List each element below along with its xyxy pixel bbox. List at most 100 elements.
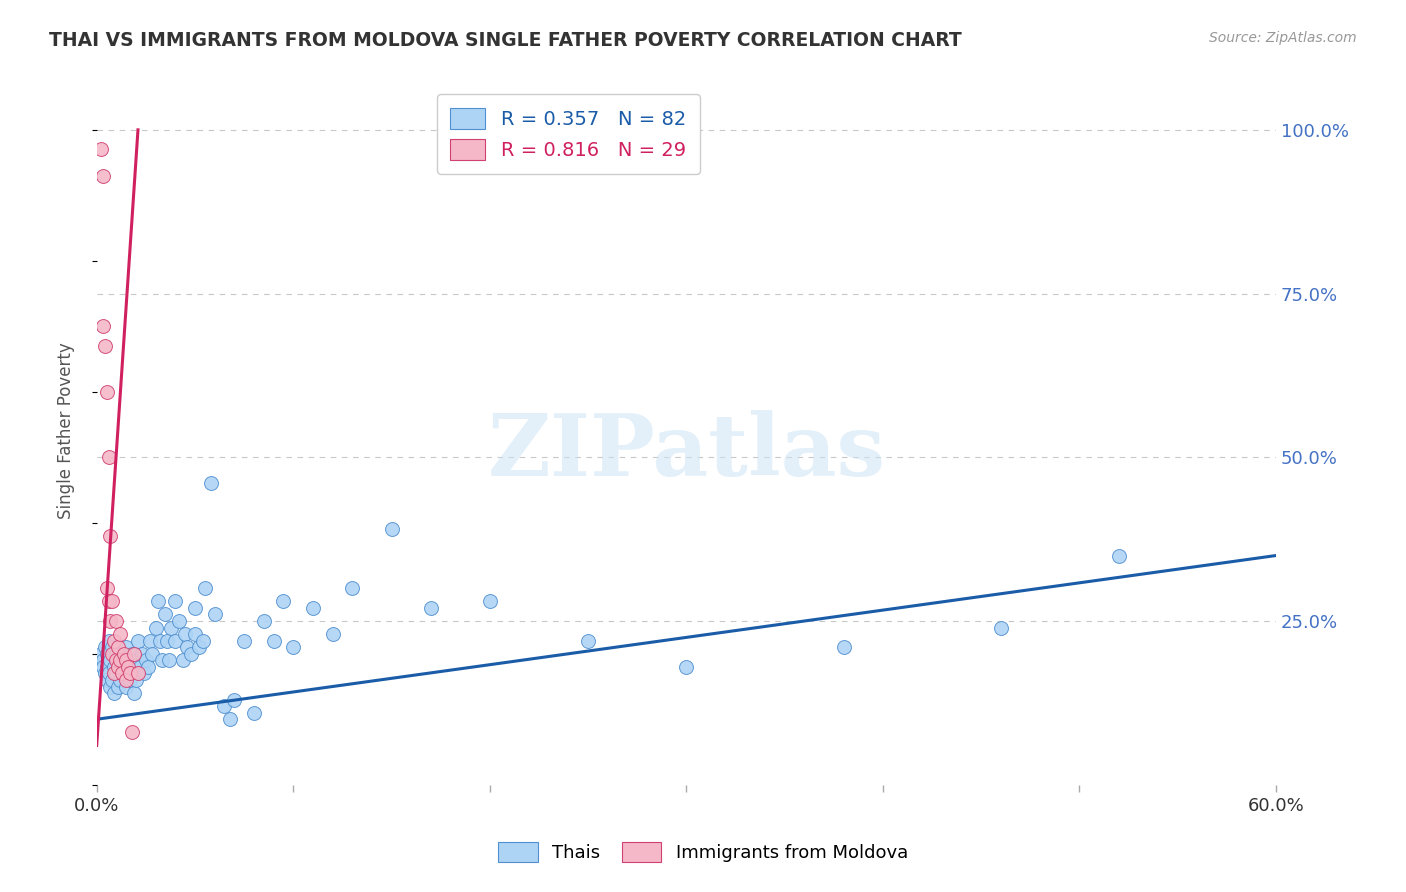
- Point: [120, 666, 142, 681]
- Point: [131, 647, 153, 661]
- Point: [121, 647, 143, 661]
- Point: [111, 666, 134, 681]
- Point: [122, 647, 145, 661]
- Point: [125, 653, 148, 667]
- Point: [110, 653, 132, 667]
- Point: [96, 582, 118, 596]
- Point: [105, 647, 128, 661]
- Point: [184, 601, 207, 615]
- Point: [156, 633, 179, 648]
- Point: [125, 673, 148, 687]
- Point: [91, 319, 114, 334]
- Point: [149, 633, 172, 648]
- Point: [219, 712, 242, 726]
- Point: [127, 666, 149, 681]
- Point: [160, 621, 183, 635]
- Point: [302, 601, 325, 615]
- Y-axis label: Single Father Poverty: Single Father Poverty: [58, 343, 75, 519]
- Point: [105, 666, 128, 681]
- Point: [990, 621, 1012, 635]
- Legend: Thais, Immigrants from Moldova: Thais, Immigrants from Moldova: [491, 835, 915, 870]
- Point: [172, 653, 194, 667]
- Point: [167, 614, 190, 628]
- Point: [263, 633, 285, 648]
- Point: [117, 660, 139, 674]
- Point: [93, 640, 115, 655]
- Point: [100, 653, 122, 667]
- Point: [105, 614, 128, 628]
- Point: [576, 633, 599, 648]
- Point: [96, 647, 118, 661]
- Point: [214, 699, 236, 714]
- Point: [111, 666, 134, 681]
- Point: [91, 660, 114, 674]
- Point: [103, 686, 125, 700]
- Point: [204, 607, 226, 622]
- Point: [194, 582, 217, 596]
- Point: [127, 633, 149, 648]
- Point: [253, 614, 276, 628]
- Point: [96, 384, 118, 399]
- Point: [146, 594, 169, 608]
- Text: Source: ZipAtlas.com: Source: ZipAtlas.com: [1209, 31, 1357, 45]
- Point: [233, 633, 256, 648]
- Point: [419, 601, 441, 615]
- Point: [176, 640, 198, 655]
- Point: [115, 673, 138, 687]
- Point: [101, 673, 124, 687]
- Point: [91, 653, 114, 667]
- Point: [90, 143, 112, 157]
- Point: [97, 450, 120, 465]
- Point: [110, 673, 132, 687]
- Point: [100, 614, 122, 628]
- Point: [159, 653, 181, 667]
- Point: [150, 653, 173, 667]
- Point: [200, 476, 222, 491]
- Point: [115, 653, 138, 667]
- Point: [342, 582, 364, 596]
- Point: [112, 647, 135, 661]
- Point: [107, 660, 129, 674]
- Point: [93, 666, 115, 681]
- Point: [165, 594, 187, 608]
- Point: [322, 627, 344, 641]
- Point: [141, 647, 163, 661]
- Point: [283, 640, 305, 655]
- Point: [832, 640, 855, 655]
- Point: [191, 633, 214, 648]
- Point: [380, 522, 402, 536]
- Point: [155, 607, 177, 622]
- Point: [184, 627, 207, 641]
- Point: [91, 169, 114, 183]
- Point: [96, 660, 118, 674]
- Point: [117, 660, 139, 674]
- Point: [273, 594, 295, 608]
- Point: [97, 594, 120, 608]
- Point: [174, 627, 197, 641]
- Point: [100, 680, 122, 694]
- Point: [110, 627, 132, 641]
- Point: [96, 673, 118, 687]
- Point: [135, 653, 157, 667]
- Point: [121, 725, 143, 739]
- Point: [180, 647, 202, 661]
- Point: [139, 633, 162, 648]
- Point: [136, 660, 159, 674]
- Point: [103, 666, 125, 681]
- Point: [107, 680, 129, 694]
- Point: [132, 666, 155, 681]
- Point: [165, 633, 187, 648]
- Point: [103, 633, 125, 648]
- Point: [112, 653, 135, 667]
- Point: [120, 673, 142, 687]
- Text: ZIPatlas: ZIPatlas: [488, 410, 886, 494]
- Point: [97, 666, 120, 681]
- Point: [97, 633, 120, 648]
- Point: [107, 640, 129, 655]
- Point: [101, 594, 124, 608]
- Point: [101, 647, 124, 661]
- Point: [107, 653, 129, 667]
- Point: [90, 647, 112, 661]
- Point: [187, 640, 209, 655]
- Point: [115, 640, 138, 655]
